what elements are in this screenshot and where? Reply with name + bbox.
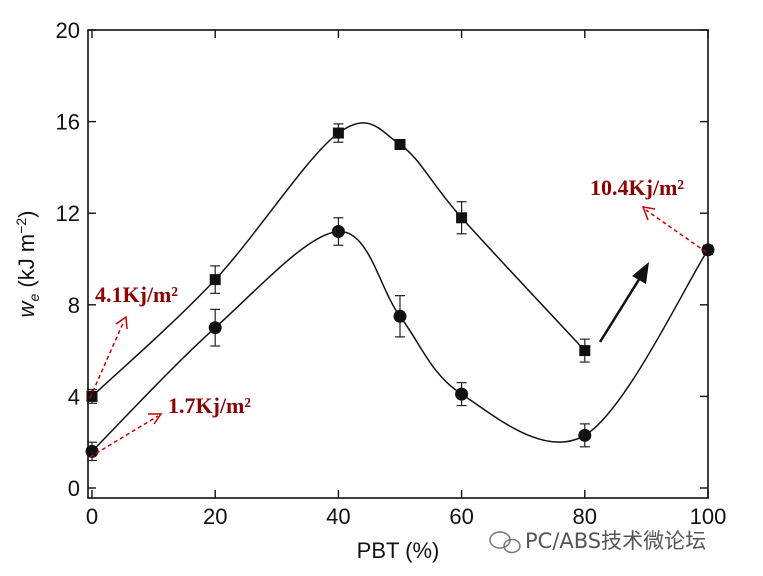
x-axis-title: PBT (%)	[357, 538, 440, 563]
series-line-square	[91, 122, 586, 397]
arrow-10-4	[645, 209, 707, 253]
annotation-1-7: 1.7Kj/m²	[168, 393, 251, 418]
series-line-circle	[91, 230, 709, 452]
watermark: PC/ABS技术微论坛	[489, 529, 706, 554]
square-marker	[579, 345, 591, 357]
watermark-text: PC/ABS技术微论坛	[525, 529, 706, 553]
y-axis-title: we (kJ m−2)	[13, 211, 42, 318]
x-tick-label: 100	[690, 504, 727, 529]
square-marker	[209, 274, 221, 286]
x-tick-label: 60	[449, 504, 473, 529]
circle-marker	[85, 444, 99, 458]
x-tick-label: 40	[326, 504, 350, 529]
x-tick-label: 20	[203, 504, 227, 529]
y-tick-label: 0	[68, 476, 80, 501]
circle-marker	[578, 428, 592, 442]
square-marker	[86, 390, 98, 402]
annotation-4-1: 4.1Kj/m²	[95, 282, 178, 307]
y-tick-label: 8	[68, 293, 80, 318]
wechat-icon	[489, 531, 521, 554]
square-marker	[456, 212, 468, 224]
x-tick-label: 80	[573, 504, 597, 529]
arrow-4-1	[89, 320, 125, 399]
circle-marker	[208, 321, 222, 335]
annotation-arrows	[89, 206, 707, 458]
circle-marker	[331, 225, 345, 239]
y-tick-label: 20	[56, 18, 80, 43]
axis-ticks: 0 20 40 60 80 100 0 4 8 12 16 20	[56, 18, 727, 529]
y-tick-label: 16	[56, 110, 80, 135]
annotation-10-4: 10.4Kj/m²	[590, 175, 684, 200]
circle-marker	[455, 387, 469, 401]
data-markers	[85, 127, 715, 458]
y-tick-label: 12	[56, 201, 80, 226]
arrow-1-7	[89, 415, 159, 458]
x-tick-label: 0	[86, 504, 98, 529]
y-tick-label: 4	[68, 384, 80, 409]
square-marker	[394, 139, 406, 150]
square-marker	[332, 127, 344, 139]
circle-marker	[393, 309, 407, 323]
trend-arrow	[598, 262, 649, 343]
plot-frame	[87, 29, 709, 499]
circle-marker	[701, 243, 715, 257]
